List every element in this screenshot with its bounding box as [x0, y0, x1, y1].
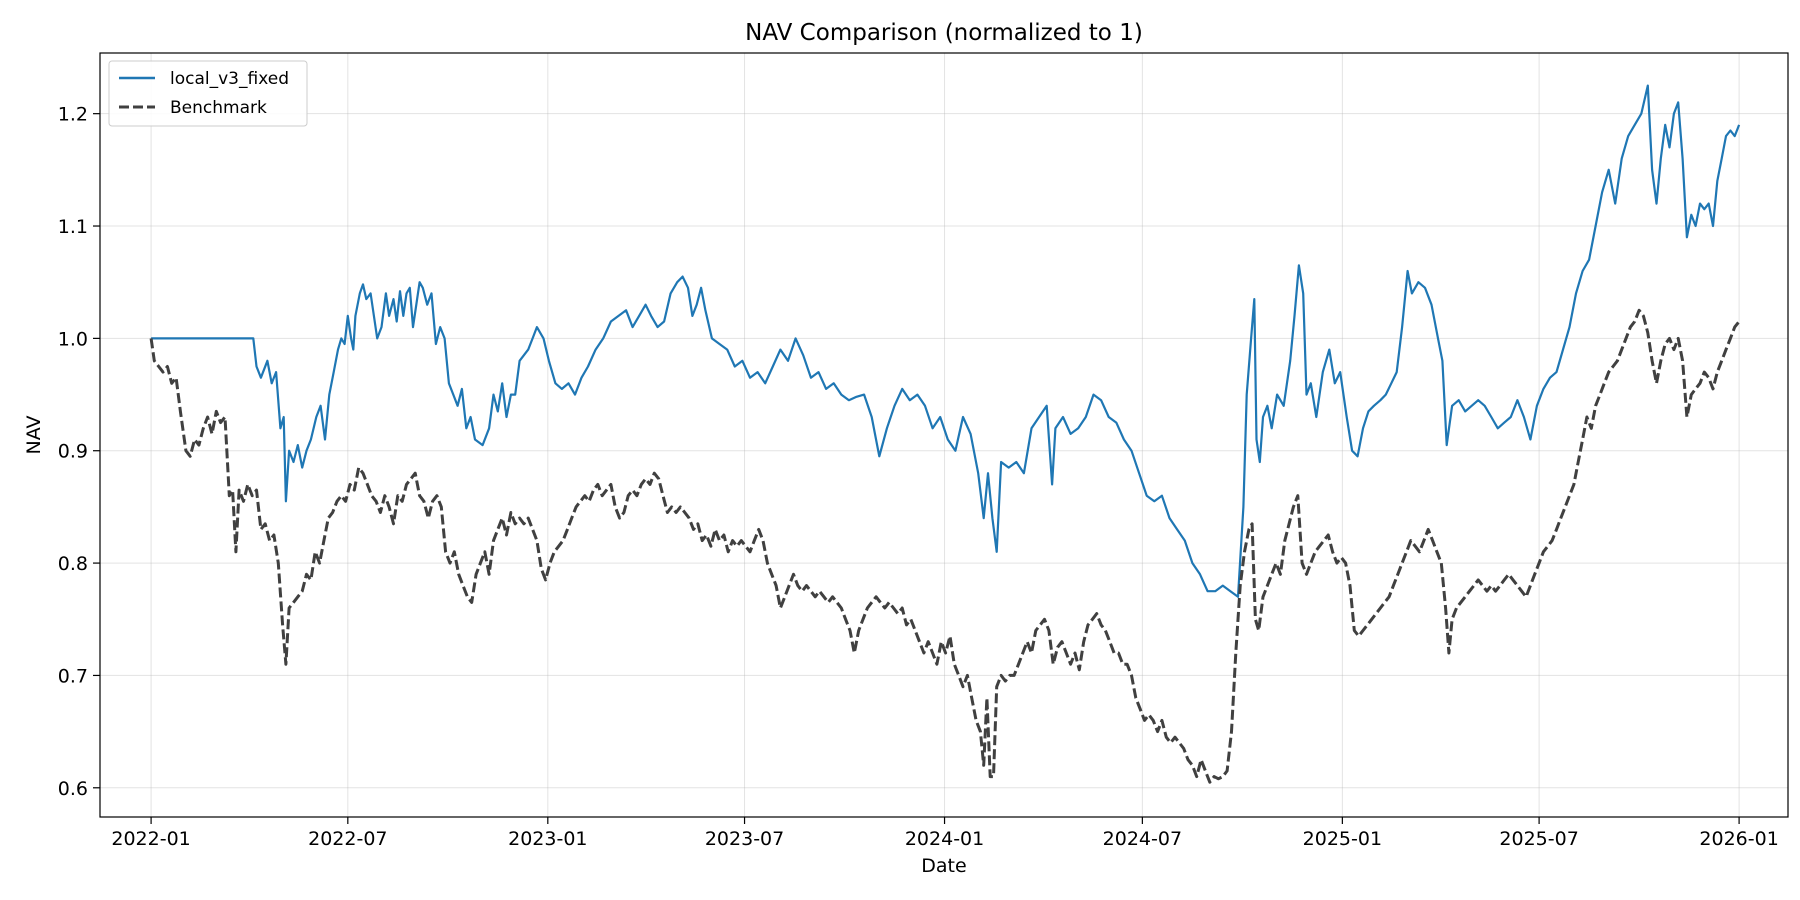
- x-tick-label: 2022-07: [308, 828, 387, 850]
- legend-box: [108, 60, 308, 127]
- legend-label-benchmark: Benchmark: [170, 98, 267, 118]
- x-tick-label: 2023-07: [705, 828, 784, 850]
- y-tick-label: 1.1: [58, 216, 88, 238]
- x-tick-label: 2025-07: [1499, 828, 1578, 850]
- x-tick-label: 2025-01: [1303, 828, 1382, 850]
- y-tick-label: 1.0: [58, 328, 88, 350]
- chart-title: NAV Comparison (normalized to 1): [745, 20, 1143, 46]
- y-tick-label: 1.2: [58, 104, 88, 126]
- y-tick-label: 0.9: [58, 441, 88, 463]
- series-line-local-v3-fixed: [151, 84, 1741, 598]
- legend-label-local-v3-fixed: local_v3_fixed: [170, 69, 289, 89]
- y-axis-label: NAV: [23, 416, 45, 455]
- series-line-benchmark: [149, 308, 1741, 784]
- series-layer: [149, 84, 1741, 784]
- y-tick-label: 0.8: [58, 553, 88, 575]
- x-axis-label: Date: [921, 855, 966, 877]
- legend: local_v3_fixed Benchmark: [108, 60, 308, 127]
- x-tick-label: 2026-01: [1699, 828, 1778, 850]
- y-tick-label: 0.7: [58, 665, 88, 687]
- x-tick-label: 2024-01: [905, 828, 984, 850]
- y-axis: 0.6 0.7 0.8 0.9 1.0 1.1 1.2: [58, 104, 100, 800]
- x-tick-label: 2022-01: [111, 828, 190, 850]
- x-tick-label: 2023-01: [508, 828, 587, 850]
- x-tick-label: 2024-07: [1103, 828, 1182, 850]
- y-tick-label: 0.6: [58, 778, 88, 800]
- grid: [100, 53, 1788, 817]
- x-axis: 2022-01 2022-07 2023-01 2023-07 2024-01 2024-…: [111, 817, 1779, 850]
